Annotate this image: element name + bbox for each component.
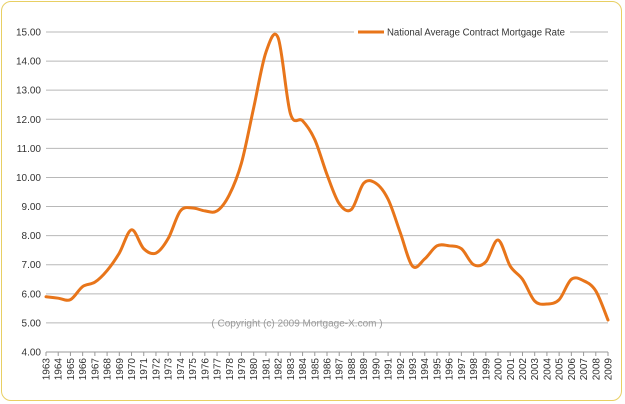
x-tick-label: 1963 bbox=[42, 358, 53, 381]
x-tick-label: 1971 bbox=[139, 358, 150, 381]
x-tick-label: 2005 bbox=[555, 358, 566, 381]
x-tick-label: 1987 bbox=[335, 358, 346, 381]
x-tick-label: 1974 bbox=[176, 358, 187, 381]
x-tick-label: 2004 bbox=[542, 358, 553, 381]
y-tick-label: 12.00 bbox=[16, 115, 41, 126]
x-tick-label: 1978 bbox=[225, 358, 236, 381]
x-tick-label: 1976 bbox=[200, 358, 211, 381]
x-tick-label: 1989 bbox=[359, 358, 370, 381]
x-tick-label: 1975 bbox=[188, 358, 199, 381]
x-tick-label: 1981 bbox=[261, 358, 272, 381]
y-tick-label: 10.00 bbox=[16, 173, 41, 184]
y-tick-label: 14.00 bbox=[16, 57, 41, 68]
x-tick-label: 1969 bbox=[115, 358, 126, 381]
x-tick-label: 1977 bbox=[213, 358, 224, 381]
y-tick-label: 4.00 bbox=[22, 348, 42, 359]
x-tick-label: 1997 bbox=[457, 358, 468, 381]
x-tick-label: 1973 bbox=[164, 358, 175, 381]
y-tick-label: 5.00 bbox=[22, 318, 42, 329]
y-tick-label: 11.00 bbox=[17, 144, 42, 155]
x-axis-tick-labels: 1963 1964 1965 1966 1967 1968 1969 1970 1971 1972… bbox=[42, 358, 615, 381]
x-tick-label: 1999 bbox=[481, 358, 492, 381]
x-tick-label: 1984 bbox=[298, 358, 309, 381]
x-tick-label: 1996 bbox=[445, 358, 456, 381]
series-line bbox=[44, 32, 610, 322]
y-tick-label: 6.00 bbox=[22, 289, 42, 300]
x-tick-label: 2001 bbox=[506, 358, 517, 381]
x-tick-label: 2009 bbox=[604, 358, 615, 381]
x-tick-label: 1993 bbox=[408, 358, 419, 381]
x-tick-label: 1979 bbox=[237, 358, 248, 381]
x-tick-label: 1991 bbox=[384, 358, 395, 381]
x-tick-label: 1988 bbox=[347, 358, 358, 381]
y-tick-label: 15.00 bbox=[16, 28, 41, 39]
x-tick-label: 1972 bbox=[151, 358, 162, 381]
x-tick-label: 1990 bbox=[371, 358, 382, 381]
x-tick-label: 1967 bbox=[90, 358, 101, 381]
x-tick-label: 2002 bbox=[518, 358, 529, 381]
y-tick-label: 8.00 bbox=[22, 231, 42, 242]
x-tick-label: 1983 bbox=[286, 358, 297, 381]
series-layer bbox=[44, 32, 610, 322]
x-tick-label: 1964 bbox=[54, 358, 65, 381]
legend-label: National Average Contract Mortgage Rate bbox=[387, 28, 565, 39]
x-tick-label: 1966 bbox=[78, 358, 89, 381]
x-tick-label: 1980 bbox=[249, 358, 260, 381]
x-tick-label: 1994 bbox=[420, 358, 431, 381]
y-tick-label: 9.00 bbox=[22, 202, 42, 213]
x-tick-label: 1995 bbox=[432, 358, 443, 381]
x-tick-label: 1985 bbox=[310, 358, 321, 381]
x-tick-label: 1970 bbox=[127, 358, 138, 381]
x-tick-label: 1998 bbox=[469, 358, 480, 381]
legend-background bbox=[354, 25, 570, 39]
y-tick-label: 13.00 bbox=[16, 86, 41, 97]
x-tick-label: 1986 bbox=[323, 358, 334, 381]
x-tick-label: 2003 bbox=[530, 358, 541, 381]
x-axis-ticks bbox=[45, 352, 609, 356]
x-tick-label: 2000 bbox=[494, 358, 505, 381]
gridlines bbox=[46, 31, 608, 324]
x-tick-label: 2008 bbox=[591, 358, 602, 381]
x-tick-label: 1968 bbox=[103, 358, 114, 381]
x-tick-label: 1982 bbox=[274, 358, 285, 381]
x-tick-label: 1992 bbox=[396, 358, 407, 381]
legend: National Average Contract Mortgage Rate bbox=[354, 25, 570, 39]
x-tick-label: 2006 bbox=[567, 358, 578, 381]
y-axis-tick-labels: 4.00 5.00 6.00 7.00 8.00 9.00 10.00 11.00 12.00 1… bbox=[16, 28, 41, 359]
y-tick-label: 7.00 bbox=[22, 260, 42, 271]
x-tick-label: 1965 bbox=[66, 358, 77, 381]
x-tick-label: 2007 bbox=[579, 358, 590, 381]
copyright-watermark: ( Copyright (c) 2009 Mortgage-X.com ) bbox=[211, 318, 382, 329]
